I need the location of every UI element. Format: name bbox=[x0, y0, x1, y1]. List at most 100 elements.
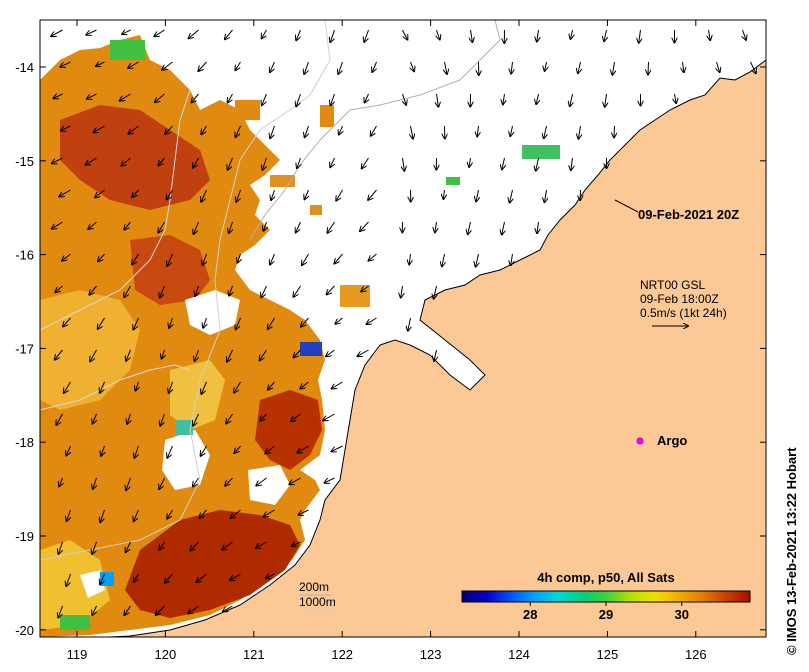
current-vector bbox=[305, 189, 309, 199]
current-vector bbox=[409, 253, 410, 264]
current-vector bbox=[134, 573, 139, 582]
current-vector bbox=[301, 317, 309, 327]
current-vector bbox=[332, 445, 343, 451]
current-vector bbox=[162, 61, 173, 70]
current-vector bbox=[401, 285, 403, 298]
current-vector bbox=[229, 221, 233, 233]
x-tick-label: 120 bbox=[155, 647, 177, 662]
current-vector bbox=[437, 29, 440, 40]
land-mass bbox=[109, 59, 767, 638]
y-tick-label: -20 bbox=[15, 623, 34, 638]
current-vector bbox=[411, 61, 415, 71]
sst-patch bbox=[320, 105, 334, 127]
current-vector bbox=[225, 477, 233, 486]
cloud-gap-1 bbox=[185, 290, 240, 335]
current-vector bbox=[158, 157, 165, 165]
sst-region-light-patch bbox=[40, 290, 140, 410]
current-vector bbox=[537, 29, 539, 42]
cool-patch bbox=[110, 40, 145, 60]
current-vector bbox=[297, 157, 301, 168]
depth-label-200m: 200m bbox=[299, 580, 329, 594]
current-vector bbox=[256, 541, 267, 548]
current-vector bbox=[52, 157, 63, 163]
contour-extra bbox=[39, 89, 191, 331]
current-vector bbox=[86, 157, 97, 165]
current-vector bbox=[264, 509, 275, 517]
current-vector bbox=[332, 381, 343, 389]
current-vector bbox=[132, 189, 139, 197]
current-vector bbox=[222, 541, 233, 550]
current-vector bbox=[604, 29, 607, 41]
current-vector bbox=[675, 93, 677, 103]
current-vector bbox=[270, 61, 275, 72]
current-vector bbox=[437, 93, 439, 107]
current-vector bbox=[132, 253, 139, 264]
current-vector bbox=[66, 573, 71, 586]
current-vector bbox=[293, 285, 301, 297]
y-tick-label: -15 bbox=[15, 154, 34, 169]
current-vector bbox=[236, 189, 241, 202]
current-vector bbox=[296, 29, 301, 40]
depth-label-1000m: 1000m bbox=[299, 595, 336, 609]
imos-credit: © IMOS 13-Feb-2021 13:22 Hobart bbox=[784, 447, 799, 655]
sst-region-hot-mid bbox=[255, 390, 322, 470]
current-vector bbox=[56, 413, 63, 425]
current-vector bbox=[468, 221, 471, 234]
current-vector bbox=[64, 381, 71, 393]
x-tick-label: 121 bbox=[243, 647, 265, 662]
current-vector bbox=[126, 477, 131, 490]
current-vector bbox=[160, 285, 165, 298]
current-vector bbox=[230, 573, 241, 580]
current-vector bbox=[228, 93, 233, 103]
current-vector bbox=[198, 61, 207, 71]
date-leader-line bbox=[614, 199, 639, 213]
current-vector bbox=[193, 477, 199, 486]
current-vector bbox=[434, 285, 437, 299]
current-vector bbox=[750, 61, 756, 73]
current-vector bbox=[545, 189, 547, 202]
current-vector bbox=[263, 221, 266, 231]
current-vector bbox=[167, 509, 173, 519]
current-vector bbox=[63, 317, 71, 326]
current-vector bbox=[268, 381, 275, 390]
sst-region-yellow-sw bbox=[40, 540, 110, 630]
current-vector bbox=[503, 93, 505, 104]
cloud-gap-4 bbox=[80, 570, 105, 598]
current-vector bbox=[61, 125, 71, 131]
current-vector bbox=[571, 157, 573, 170]
current-vector bbox=[334, 253, 343, 264]
current-vector bbox=[648, 61, 649, 74]
current-vector bbox=[100, 509, 105, 522]
current-vector bbox=[300, 381, 309, 389]
current-vector bbox=[128, 61, 139, 68]
current-vector bbox=[612, 61, 614, 75]
current-vector bbox=[155, 93, 165, 102]
current-vector bbox=[304, 61, 309, 74]
colorbar-tick-label: 29 bbox=[599, 607, 613, 622]
current-vector bbox=[262, 157, 267, 170]
current-vector bbox=[614, 125, 615, 137]
current-vector bbox=[231, 509, 241, 518]
current-vector bbox=[434, 349, 436, 361]
current-vector bbox=[361, 285, 369, 292]
current-vector bbox=[336, 189, 343, 201]
current-vector bbox=[477, 125, 478, 136]
current-vector bbox=[262, 29, 267, 38]
current-vector bbox=[167, 253, 173, 266]
current-vector bbox=[226, 413, 233, 424]
current-vector bbox=[59, 477, 62, 486]
current-info-line1: NRT00 GSL bbox=[640, 278, 705, 292]
argo-label: Argo bbox=[657, 433, 687, 448]
current-vector bbox=[338, 61, 343, 74]
current-vector bbox=[358, 349, 369, 356]
current-vector bbox=[302, 253, 309, 265]
current-vector bbox=[367, 317, 377, 324]
current-vector bbox=[537, 221, 539, 233]
current-vector bbox=[261, 285, 267, 297]
current-vector bbox=[323, 413, 335, 420]
current-vector bbox=[124, 285, 131, 297]
current-vector bbox=[201, 125, 207, 134]
current-vector bbox=[86, 29, 97, 35]
current-vector bbox=[435, 221, 437, 232]
current-vector bbox=[134, 509, 139, 521]
